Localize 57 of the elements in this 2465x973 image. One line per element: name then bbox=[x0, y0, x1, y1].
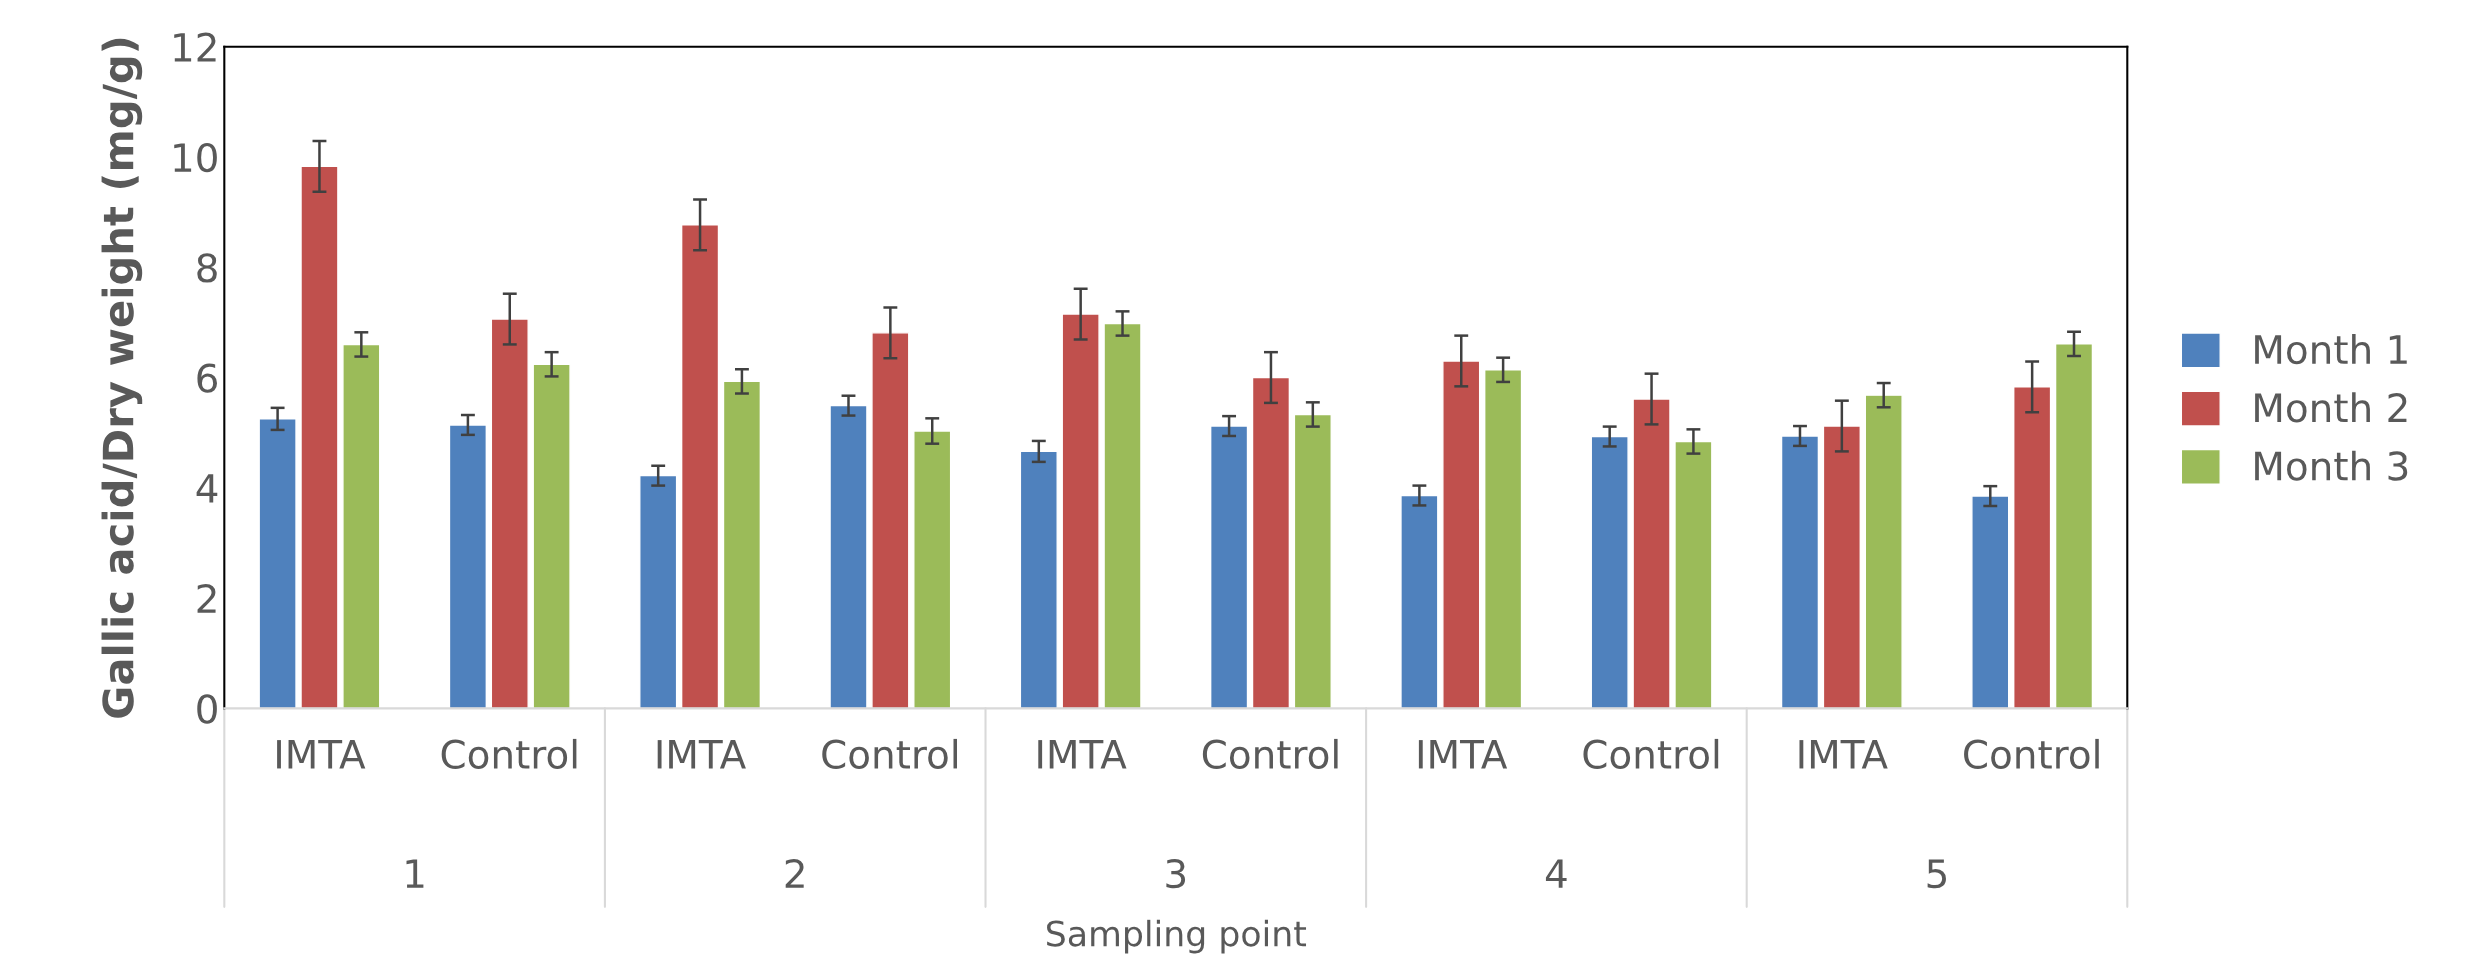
bar bbox=[300, 165, 339, 709]
bar bbox=[913, 430, 952, 709]
text: 3 bbox=[1166, 858, 1186, 889]
bar bbox=[2054, 343, 2094, 709]
bar bbox=[829, 404, 868, 709]
bar bbox=[448, 424, 488, 709]
x-tick-label: IMTA bbox=[277, 740, 366, 769]
bar bbox=[639, 474, 678, 709]
bar bbox=[532, 363, 571, 709]
x-tick-label: Control bbox=[441, 738, 577, 769]
y-tick-label: 12 bbox=[174, 32, 216, 62]
bar bbox=[1103, 322, 1142, 709]
bar bbox=[1590, 435, 1629, 709]
bar bbox=[490, 318, 529, 709]
x-tick-label: IMTA bbox=[1418, 740, 1508, 769]
bar bbox=[1209, 425, 1249, 709]
bar bbox=[1674, 440, 1713, 709]
y-tick-label: 10 bbox=[174, 142, 217, 173]
bar bbox=[1484, 369, 1523, 709]
y-tick-label: 6 bbox=[197, 363, 218, 393]
legend-label: Month 2 bbox=[2255, 392, 2407, 423]
bar bbox=[1019, 450, 1058, 709]
bar bbox=[342, 343, 381, 709]
bar bbox=[1632, 398, 1671, 709]
bar bbox=[1400, 494, 1439, 709]
legend-label: Month 1 bbox=[2255, 334, 2407, 365]
x-tick-label: IMTA bbox=[1799, 740, 1888, 769]
y-tick-label: 2 bbox=[197, 583, 216, 613]
x-tick-label: Control bbox=[1583, 738, 1719, 769]
text: 4 bbox=[1545, 859, 1567, 888]
bar bbox=[2013, 386, 2052, 709]
bar bbox=[1442, 360, 1481, 709]
x-axis-title: Sampling point bbox=[1047, 919, 1307, 954]
bar bbox=[722, 380, 762, 709]
bar bbox=[258, 418, 297, 709]
x-tick-label: IMTA bbox=[1038, 740, 1127, 769]
text: 5 bbox=[1927, 859, 1946, 889]
x-tick-label: Control bbox=[1202, 738, 1338, 769]
text: 1 bbox=[406, 859, 424, 888]
y-axis-title: Gallic acid/Dry weight (mg/g) bbox=[101, 38, 143, 718]
bar bbox=[680, 224, 720, 709]
x-tick-label: Control bbox=[1964, 738, 2099, 769]
bar bbox=[1822, 425, 1861, 709]
bar bbox=[1061, 313, 1100, 709]
x-tick-label: IMTA bbox=[657, 740, 746, 769]
bar bbox=[1251, 376, 1291, 709]
y-tick-label: 0 bbox=[197, 694, 217, 724]
x-tick-label: Control bbox=[822, 738, 957, 769]
bar bbox=[1971, 495, 2010, 709]
bar bbox=[1293, 413, 1332, 709]
text: 2 bbox=[785, 858, 804, 888]
bar bbox=[871, 332, 910, 709]
bar bbox=[1780, 435, 1820, 709]
y-tick-label: 4 bbox=[196, 474, 218, 503]
legend-label: Month 3 bbox=[2255, 450, 2408, 481]
y-tick-label: 8 bbox=[197, 253, 217, 283]
bar bbox=[1864, 394, 1903, 709]
